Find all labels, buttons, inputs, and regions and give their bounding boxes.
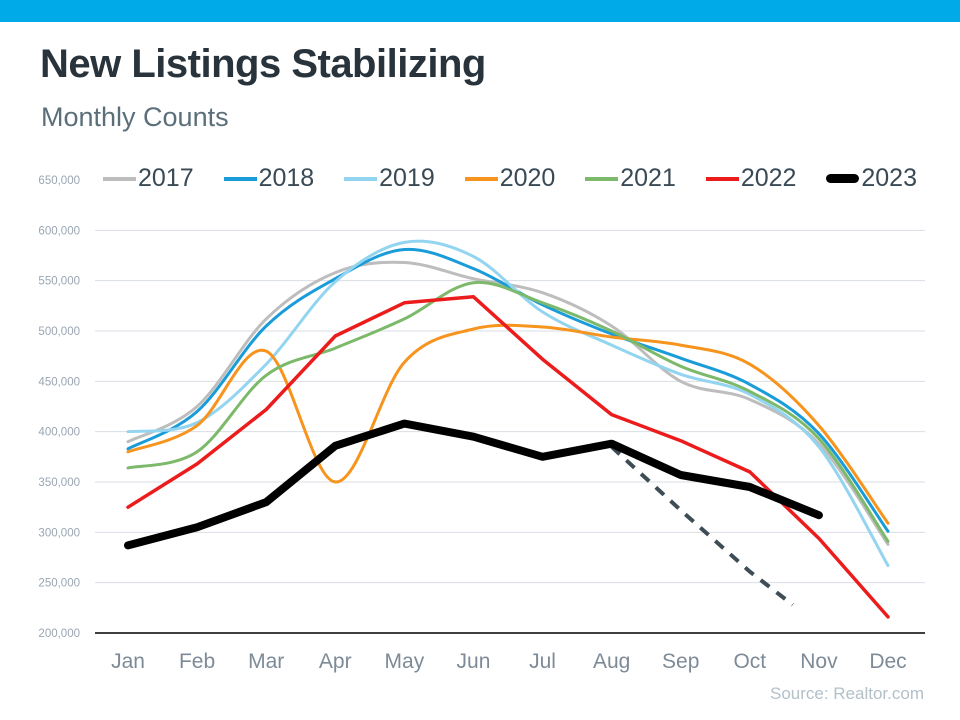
series-line-2018 <box>126 247 890 533</box>
x-tick-label: Dec <box>869 650 906 673</box>
legend-item-2017: 2017 <box>103 164 194 193</box>
legend-label-2018: 2018 <box>258 164 315 192</box>
x-tick-label: Feb <box>179 650 215 673</box>
y-tick-label: 200,000 <box>38 628 80 640</box>
legend-item-2023: 2023 <box>826 164 917 193</box>
y-tick-label: 350,000 <box>38 477 80 489</box>
series-line-2023 <box>124 419 823 550</box>
y-tick-label: 250,000 <box>38 578 80 590</box>
chart-legend: 2017 2018 2019 2020 2021 2022 2023 <box>103 164 917 193</box>
legend-swatch-2021 <box>585 176 619 181</box>
x-tick-label: Oct <box>733 650 766 673</box>
legend-label-2019: 2019 <box>379 164 435 192</box>
x-tick-label: Jan <box>111 650 145 673</box>
series-line-2023-dashed-projection <box>610 445 794 607</box>
series-line-2021 <box>126 280 890 543</box>
y-tick-label: 600,000 <box>38 225 80 237</box>
legend-item-2020: 2020 <box>464 164 556 193</box>
x-tick-label: Sep <box>662 650 699 673</box>
legend-swatch-2017 <box>103 176 136 181</box>
x-tick-label: Mar <box>248 650 284 673</box>
series-line-2020 <box>126 323 890 525</box>
x-tick-label: May <box>385 650 425 673</box>
page-title: New Listings Stabilizing <box>40 42 486 86</box>
legend-swatch-2023 <box>826 174 860 183</box>
y-tick-label: 650,000 <box>38 175 80 187</box>
legend-item-2018: 2018 <box>223 164 315 193</box>
legend-label-2021: 2021 <box>620 164 676 192</box>
x-tick-label: Jun <box>457 650 491 673</box>
series-line-2017 <box>126 260 890 546</box>
y-tick-label: 400,000 <box>38 427 80 439</box>
x-tick-label: Jul <box>529 650 556 673</box>
legend-item-2021: 2021 <box>585 164 676 193</box>
legend-swatch-2019 <box>344 176 378 181</box>
legend-label-2022: 2022 <box>740 164 797 192</box>
y-tick-label: 300,000 <box>38 527 80 539</box>
y-tick-label: 550,000 <box>38 276 80 288</box>
x-tick-label: Nov <box>800 650 838 673</box>
legend-label-2020: 2020 <box>499 164 556 192</box>
x-tick-label: Apr <box>319 650 352 673</box>
source-credit: Source: Realtor.com <box>769 684 924 703</box>
legend-swatch-2020 <box>464 176 498 181</box>
x-tick-label: Aug <box>593 650 630 673</box>
legend-label-2023: 2023 <box>861 164 917 192</box>
page-subtitle: Monthly Counts <box>41 102 229 132</box>
legend-swatch-2018 <box>223 176 257 181</box>
y-tick-label: 500,000 <box>38 326 80 338</box>
legend-swatch-2022 <box>705 176 739 181</box>
legend-label-2017: 2017 <box>138 164 194 192</box>
legend-item-2022: 2022 <box>705 164 797 193</box>
y-tick-label: 450,000 <box>38 376 80 388</box>
series-line-2019 <box>126 239 890 568</box>
series-line-2022 <box>126 295 890 619</box>
legend-item-2019: 2019 <box>344 164 435 193</box>
top-accent-bar <box>0 0 960 22</box>
